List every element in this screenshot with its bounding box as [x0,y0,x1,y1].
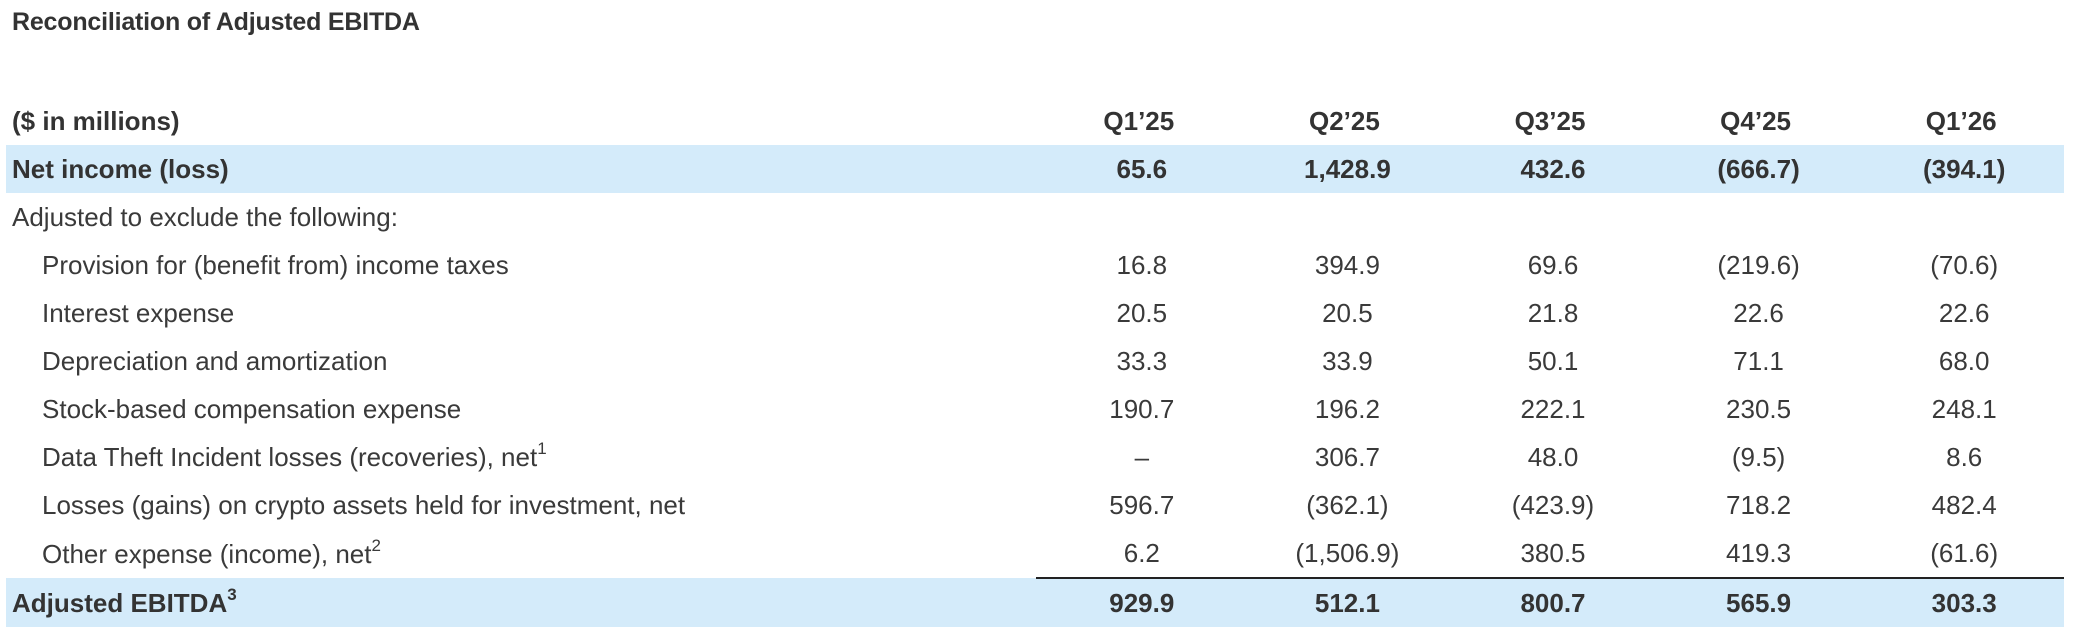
page-title: Reconciliation of Adjusted EBITDA [12,8,420,36]
value-cell: 8.6 [1946,442,1983,472]
value-cell: 929.9 [1036,577,1242,627]
value-cell: 432.6 [1447,145,1653,193]
value-cell: 21.8 [1527,298,1579,328]
value-cell: 565.9 [1652,577,1859,627]
value-cell: 65.6 [1036,145,1242,193]
period-header: Q4’25 [1720,106,1791,136]
row-label: Provision for (benefit from) income taxe… [42,250,509,280]
value-cell: 22.6 [1938,298,1990,328]
value-cell: (61.6) [1930,538,1999,568]
value-cell: 20.5 [1116,298,1168,328]
row-label: Adjusted EBITDA3 [6,578,1037,627]
value-cell: 20.5 [1322,298,1373,328]
table-row: Provision for (benefit from) income taxe… [6,241,2064,289]
value-cell: 50.1 [1527,346,1579,376]
value-cell: 71.1 [1733,346,1784,376]
value-cell: 394.9 [1314,250,1380,280]
value-cell: 196.2 [1314,394,1380,424]
row-label: Data Theft Incident losses (recoveries),… [42,439,547,472]
header-row: ($ in millions) Q1’25 Q2’25 Q3’25 Q4’25 … [6,97,2064,145]
value-cell: – [1134,442,1150,472]
value-cell: (666.7) [1652,145,1859,193]
value-cell: (423.9) [1511,490,1595,520]
value-cell: 596.7 [1109,490,1175,520]
net-income-row: Net income (loss) 65.6 1,428.9 432.6 (66… [6,145,2064,193]
value-cell: 16.8 [1116,250,1168,280]
value-cell: 1,428.9 [1241,145,1448,193]
value-cell: (1,506.9) [1295,538,1400,568]
value-cell: 6.2 [1123,538,1160,568]
row-label: Interest expense [42,298,235,328]
value-cell: 68.0 [1938,346,1990,376]
value-cell: 22.6 [1733,298,1784,328]
value-cell: (70.6) [1930,250,1999,280]
value-cell: 482.4 [1931,490,1997,520]
table-row: Data Theft Incident losses (recoveries),… [6,433,2064,481]
value-cell: 248.1 [1931,394,1997,424]
value-cell: 306.7 [1314,442,1380,472]
value-cell: 718.2 [1726,490,1792,520]
table-row: Stock-based compensation expense 190.7 1… [6,385,2064,433]
value-cell: 303.3 [1858,577,2064,627]
reconciliation-table: ($ in millions) Q1’25 Q2’25 Q3’25 Q4’25 … [6,97,2064,627]
period-header: Q3’25 [1514,106,1586,136]
value-cell: 48.0 [1527,442,1579,472]
value-cell: 190.7 [1109,394,1175,424]
table-row: Other expense (income), net2 6.2 (1,506.… [6,529,2064,578]
row-label: Other expense (income), net2 [42,535,381,569]
value-cell: 800.7 [1447,577,1653,627]
footnote-marker: 2 [371,535,381,555]
value-cell: 33.9 [1322,346,1373,376]
value-cell: 69.6 [1527,250,1579,280]
row-label: Stock-based compensation expense [42,394,462,424]
table-row: Interest expense 20.5 20.5 21.8 22.6 22.… [6,289,2064,337]
value-cell: 230.5 [1726,394,1792,424]
adjusted-ebitda-row: Adjusted EBITDA3 929.9 512.1 800.7 565.9… [6,577,2064,627]
row-label: Depreciation and amortization [42,346,388,376]
value-cell: 512.1 [1241,577,1448,627]
value-cell: (9.5) [1731,442,1786,472]
footnote-marker: 3 [227,584,237,604]
value-cell: (362.1) [1306,490,1389,520]
row-label: Losses (gains) on crypto assets held for… [42,490,686,520]
value-cell: 380.5 [1520,538,1586,568]
footnote-marker: 1 [537,439,547,458]
value-cell: 222.1 [1520,394,1586,424]
units-header: ($ in millions) [12,106,180,136]
table-row: Losses (gains) on crypto assets held for… [6,481,2064,529]
value-cell: 33.3 [1116,346,1168,376]
value-cell: (394.1) [1858,145,2064,193]
table-row: Depreciation and amortization 33.3 33.9 … [6,337,2064,385]
period-header: Q1’26 [1925,106,1997,136]
section-heading: Adjusted to exclude the following: [12,202,398,232]
value-cell: 419.3 [1726,538,1792,568]
adjusted-heading-row: Adjusted to exclude the following: [6,193,2064,241]
period-header: Q2’25 [1308,106,1380,136]
period-header: Q1’25 [1103,106,1175,136]
value-cell: (219.6) [1717,250,1800,280]
row-label: Net income (loss) [6,145,1037,193]
